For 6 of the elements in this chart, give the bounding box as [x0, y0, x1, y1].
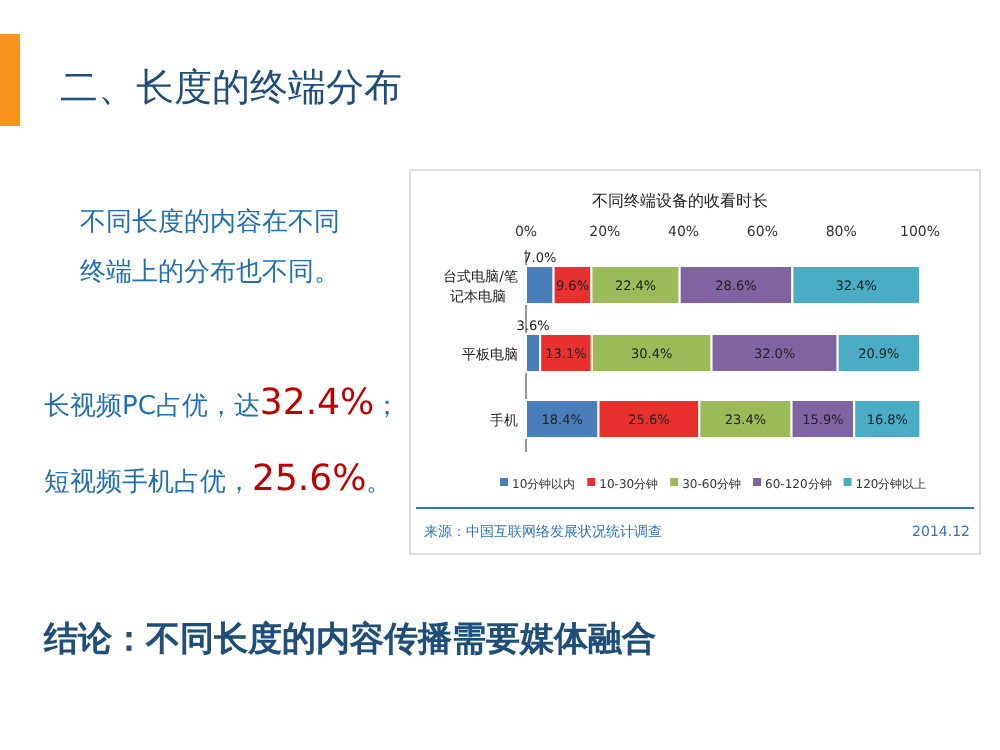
text: 不同长度的内容在不同终端上的分布也不同。: [80, 206, 340, 288]
text: 长视频PC占优，达32.4%；: [44, 382, 401, 424]
chart-title: 二、长度的终端分布: [60, 66, 402, 110]
text: 结论：不同长度的内容传播需要媒体融合: [42, 620, 656, 660]
text: 短视频手机占优，25.6%。: [44, 458, 393, 500]
chart-subtitle: 不同终端设备的收看时长: [592, 192, 768, 210]
